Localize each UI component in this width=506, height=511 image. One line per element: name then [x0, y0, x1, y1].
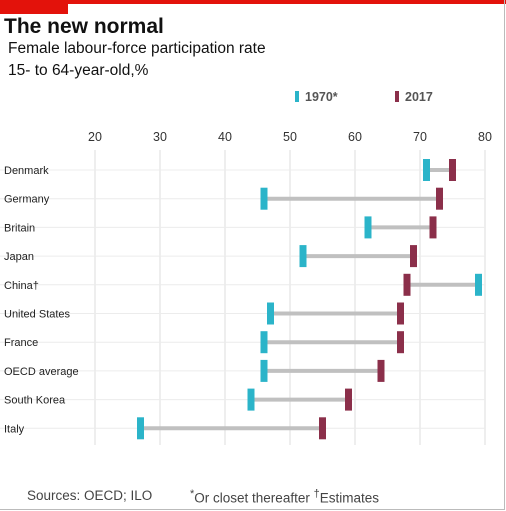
category-label: United States — [4, 309, 71, 321]
x-tick-label-40: 40 — [218, 130, 232, 144]
marker-2017 — [397, 331, 404, 354]
marker-2017 — [436, 187, 443, 210]
category-label: OECD average — [4, 366, 79, 378]
x-tick-label-50: 50 — [283, 130, 297, 144]
category-label: China† — [4, 280, 39, 292]
category-label: Italy — [4, 423, 25, 435]
legend-label-0: 1970* — [305, 90, 338, 104]
marker-2017 — [449, 159, 456, 181]
x-tick-label-80: 80 — [478, 130, 492, 144]
marker-1970 — [247, 388, 255, 411]
footnote-star: * — [190, 488, 195, 500]
category-label: Japan — [4, 251, 34, 263]
category-label: Denmark — [4, 165, 49, 177]
legend-label-1: 2017 — [405, 90, 433, 104]
x-tick-label-70: 70 — [413, 130, 427, 144]
category-label: France — [4, 337, 38, 349]
source-note: Sources: OECD; ILO — [27, 488, 153, 503]
marker-2017 — [403, 273, 411, 296]
chart-title: The new normal — [4, 15, 164, 38]
footnote-star-text: Or closet thereafter — [194, 490, 310, 506]
marker-1970 — [137, 417, 144, 440]
marker-2017 — [345, 388, 352, 411]
marker-2017 — [319, 417, 326, 440]
top-accent-bar — [0, 0, 506, 4]
brand-tag — [0, 0, 68, 14]
legend-swatch-1 — [395, 91, 399, 102]
chart-subtitle: Female labour-force participation rate — [8, 40, 266, 57]
marker-1970 — [475, 273, 482, 296]
category-label: South Korea — [4, 395, 66, 407]
marker-1970 — [260, 331, 268, 354]
category-label: Britain — [4, 222, 35, 234]
category-label: Germany — [4, 194, 50, 206]
footnote-dagger: † — [313, 488, 320, 500]
x-tick-label-60: 60 — [348, 130, 362, 144]
marker-1970 — [364, 216, 372, 239]
marker-1970 — [260, 359, 268, 382]
legend-swatch-0 — [295, 91, 299, 102]
marker-1970 — [299, 245, 307, 268]
footnote: *Or closet thereafter †Estimates — [190, 488, 379, 506]
x-tick-label-30: 30 — [153, 130, 167, 144]
footnote-dagger-text: Estimates — [319, 490, 380, 506]
marker-1970 — [267, 302, 274, 325]
marker-1970 — [423, 159, 430, 181]
marker-2017 — [410, 245, 417, 268]
marker-2017 — [397, 302, 404, 325]
chart-subtitle-units: 15- to 64-year-old,% — [8, 62, 149, 79]
marker-1970 — [260, 187, 268, 210]
marker-2017 — [377, 359, 385, 382]
marker-2017 — [429, 216, 437, 239]
x-tick-label-20: 20 — [88, 130, 102, 144]
